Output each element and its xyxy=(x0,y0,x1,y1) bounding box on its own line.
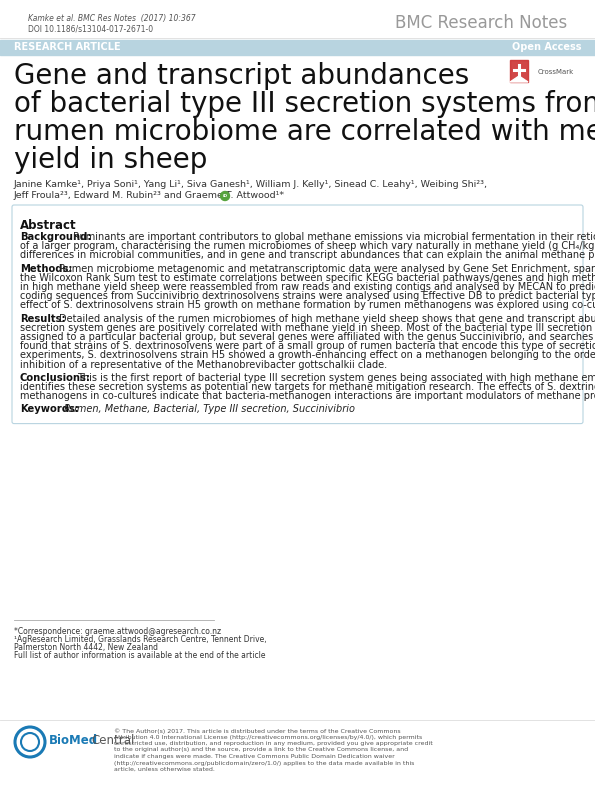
Text: Attribution 4.0 International License (http://creativecommons.org/licenses/by/4.: Attribution 4.0 International License (h… xyxy=(114,735,422,740)
Text: Jeff Froula²³, Edward M. Rubin²³ and Graeme T. Attwood¹*: Jeff Froula²³, Edward M. Rubin²³ and Gra… xyxy=(14,191,285,200)
Text: the Wilcoxon Rank Sum test to estimate correlations between specific KEGG bacter: the Wilcoxon Rank Sum test to estimate c… xyxy=(20,273,595,283)
Text: rumen microbiome are correlated with methane: rumen microbiome are correlated with met… xyxy=(14,118,595,146)
Text: Rumen microbiome metagenomic and metatranscriptomic data were analysed by Gene S: Rumen microbiome metagenomic and metatra… xyxy=(60,263,595,274)
Text: effect of S. dextrinosolvens strain H5 growth on methane formation by rumen meth: effect of S. dextrinosolvens strain H5 g… xyxy=(20,301,595,310)
Text: Results:: Results: xyxy=(20,313,65,324)
Text: Rumen, Methane, Bacterial, Type III secretion, Succinivibrio: Rumen, Methane, Bacterial, Type III secr… xyxy=(64,404,355,414)
Text: article, unless otherwise stated.: article, unless otherwise stated. xyxy=(114,767,215,772)
Text: BioMed: BioMed xyxy=(49,733,98,747)
Text: Janine Kamke¹, Priya Soni¹, Yang Li¹, Siva Ganesh¹, William J. Kelly¹, Sinead C.: Janine Kamke¹, Priya Soni¹, Yang Li¹, Si… xyxy=(14,180,488,189)
Text: Palmerston North 4442, New Zealand: Palmerston North 4442, New Zealand xyxy=(14,643,158,652)
Text: Kamke et al. BMC Res Notes  (2017) 10:367: Kamke et al. BMC Res Notes (2017) 10:367 xyxy=(28,14,196,23)
Text: found that strains of S. dextrinosolvens were part of a small group of rumen bac: found that strains of S. dextrinosolvens… xyxy=(20,341,595,351)
Text: Keywords:: Keywords: xyxy=(20,404,79,414)
Text: differences in microbial communities, and in gene and transcript abundances that: differences in microbial communities, an… xyxy=(20,251,595,260)
Text: methanogens in co-cultures indicate that bacteria-methanogen interactions are im: methanogens in co-cultures indicate that… xyxy=(20,392,595,401)
Text: Detailed analysis of the rumen microbiomes of high methane yield sheep shows tha: Detailed analysis of the rumen microbiom… xyxy=(60,313,595,324)
Text: assigned to a particular bacterial group, but several genes were affiliated with: assigned to a particular bacterial group… xyxy=(20,332,595,342)
Text: experiments, S. dextrinosolvens strain H5 showed a growth-enhancing effect on a : experiments, S. dextrinosolvens strain H… xyxy=(20,350,595,361)
Text: secretion system genes are positively correlated with methane yield in sheep. Mo: secretion system genes are positively co… xyxy=(20,323,595,333)
Polygon shape xyxy=(510,76,528,82)
Circle shape xyxy=(221,191,230,200)
Text: in high methane yield sheep were reassembled from raw reads and existing contigs: in high methane yield sheep were reassem… xyxy=(20,282,595,292)
Text: Gene and transcript abundances: Gene and transcript abundances xyxy=(14,62,469,90)
Text: Central: Central xyxy=(91,733,134,747)
Text: Methods:: Methods: xyxy=(20,263,73,274)
Text: unrestricted use, distribution, and reproduction in any medium, provided you giv: unrestricted use, distribution, and repr… xyxy=(114,741,433,746)
Text: identifies these secretion systems as potential new targets for methane mitigati: identifies these secretion systems as po… xyxy=(20,382,595,392)
Text: to the original author(s) and the source, provide a link to the Creative Commons: to the original author(s) and the source… xyxy=(114,747,408,752)
Text: Conclusions:: Conclusions: xyxy=(20,373,91,383)
Text: of a larger program, characterising the rumen microbiomes of sheep which vary na: of a larger program, characterising the … xyxy=(20,241,595,252)
Text: RESEARCH ARTICLE: RESEARCH ARTICLE xyxy=(14,41,121,51)
Text: Background:: Background: xyxy=(20,232,92,242)
Text: iD: iD xyxy=(223,194,227,198)
Text: (http://creativecommons.org/publicdomain/zero/1.0/) applies to the data made ava: (http://creativecommons.org/publicdomain… xyxy=(114,760,414,766)
Text: This is the first report of bacterial type III secretion system genes being asso: This is the first report of bacterial ty… xyxy=(77,373,595,383)
Text: Ruminants are important contributors to global methane emissions via microbial f: Ruminants are important contributors to … xyxy=(73,232,595,242)
Text: *Correspondence: graeme.attwood@agresearch.co.nz: *Correspondence: graeme.attwood@agresear… xyxy=(14,627,221,636)
Text: ¹AgResearch Limited, Grasslands Research Centre, Tennent Drive,: ¹AgResearch Limited, Grasslands Research… xyxy=(14,635,267,644)
Text: coding sequences from Succinivibrio dextrinosolvens strains were analysed using : coding sequences from Succinivibrio dext… xyxy=(20,291,595,301)
Text: Full list of author information is available at the end of the article: Full list of author information is avail… xyxy=(14,651,265,660)
Text: yield in sheep: yield in sheep xyxy=(14,146,208,174)
Text: of bacterial type III secretion systems from the: of bacterial type III secretion systems … xyxy=(14,90,595,118)
Text: CrossMark: CrossMark xyxy=(538,69,574,75)
Text: Abstract: Abstract xyxy=(20,219,77,232)
Text: © The Author(s) 2017. This article is distributed under the terms of the Creativ: © The Author(s) 2017. This article is di… xyxy=(114,728,400,733)
Text: Open Access: Open Access xyxy=(512,41,581,51)
Bar xyxy=(510,60,528,82)
FancyBboxPatch shape xyxy=(12,205,583,424)
Text: DOI 10.1186/s13104-017-2671-0: DOI 10.1186/s13104-017-2671-0 xyxy=(28,24,153,33)
Text: inhibition of a representative of the Methanobrevibacter gottschalkii clade.: inhibition of a representative of the Me… xyxy=(20,360,387,369)
Text: indicate if changes were made. The Creative Commons Public Domain Dedication wai: indicate if changes were made. The Creat… xyxy=(114,754,394,759)
Text: BMC Research Notes: BMC Research Notes xyxy=(394,14,567,32)
Bar xyxy=(0,40,595,55)
